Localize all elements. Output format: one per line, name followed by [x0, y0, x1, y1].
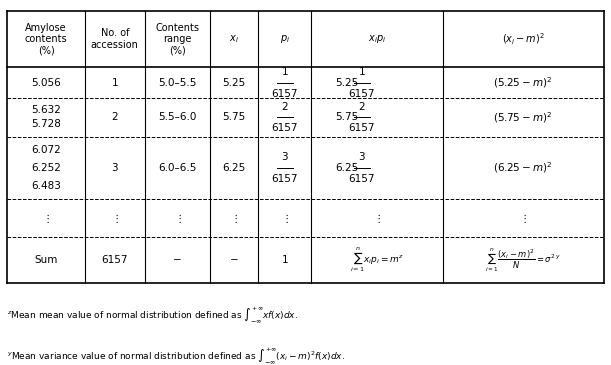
Text: $(x_i-m)^2$: $(x_i-m)^2$ [502, 31, 544, 47]
Text: Contents
range
(%): Contents range (%) [155, 23, 199, 56]
Text: 1: 1 [281, 255, 288, 265]
Text: 1: 1 [111, 78, 118, 88]
Text: 1: 1 [359, 67, 365, 77]
Text: −: − [230, 255, 238, 265]
Text: 6157: 6157 [271, 123, 298, 133]
Text: 2: 2 [359, 101, 365, 112]
Text: 6157: 6157 [271, 174, 298, 184]
Text: 6.25: 6.25 [222, 163, 246, 173]
Text: 5.25: 5.25 [335, 78, 359, 88]
Text: $\vdots$: $\vdots$ [111, 211, 119, 224]
Text: $\vdots$: $\vdots$ [42, 211, 50, 224]
Text: $(5.75-m)^2$: $(5.75-m)^2$ [494, 110, 553, 125]
Text: $\vdots$: $\vdots$ [519, 211, 527, 224]
Text: $\vdots$: $\vdots$ [230, 211, 238, 224]
Text: 6.0–6.5: 6.0–6.5 [158, 163, 197, 173]
Text: $\sum_{i=1}^{n}x_ip_i=m^z$: $\sum_{i=1}^{n}x_ip_i=m^z$ [350, 246, 404, 274]
Text: 1: 1 [281, 67, 288, 77]
Text: 5.728: 5.728 [31, 119, 61, 130]
Text: 6.072: 6.072 [31, 145, 61, 155]
Text: 3: 3 [281, 152, 288, 162]
Text: Amylose
contents
(%): Amylose contents (%) [25, 23, 68, 56]
Text: 5.25: 5.25 [222, 78, 246, 88]
Text: 5.75: 5.75 [222, 112, 246, 122]
Text: 6.25: 6.25 [335, 163, 359, 173]
Text: 5.75: 5.75 [335, 112, 359, 122]
Text: $p_i$: $p_i$ [280, 33, 290, 45]
Text: 6157: 6157 [101, 255, 128, 265]
Text: $\sum_{i=1}^{n}\dfrac{(x_i-m)^2}{N}=\sigma^{2\,y}$: $\sum_{i=1}^{n}\dfrac{(x_i-m)^2}{N}=\sig… [485, 246, 561, 274]
Text: 6157: 6157 [271, 89, 298, 99]
Text: $x_ip_i$: $x_ip_i$ [368, 33, 386, 45]
Text: 5.056: 5.056 [31, 78, 61, 88]
Text: $^z$Mean mean value of normal distribution defined as $\int_{-\infty}^{+\infty} : $^z$Mean mean value of normal distributi… [7, 304, 299, 324]
Text: 6157: 6157 [348, 123, 375, 133]
Text: No. of
accession: No. of accession [91, 28, 139, 50]
Text: $^y$Mean variance value of normal distribution defined as $\int_{-\infty}^{+\inf: $^y$Mean variance value of normal distri… [7, 346, 345, 365]
Text: $\vdots$: $\vdots$ [373, 211, 381, 224]
Text: 6.252: 6.252 [31, 163, 61, 173]
Text: 2: 2 [281, 101, 288, 112]
Text: 3: 3 [111, 163, 118, 173]
Text: Sum: Sum [35, 255, 58, 265]
Text: 6.483: 6.483 [31, 181, 61, 191]
Text: 6157: 6157 [348, 174, 375, 184]
Text: $x_i$: $x_i$ [229, 33, 239, 45]
Text: $\vdots$: $\vdots$ [174, 211, 181, 224]
Text: 5.5–6.0: 5.5–6.0 [158, 112, 197, 122]
Text: 6157: 6157 [348, 89, 375, 99]
Text: $(5.25-m)^2$: $(5.25-m)^2$ [493, 75, 553, 90]
Text: $(6.25-m)^2$: $(6.25-m)^2$ [493, 161, 553, 176]
Text: 5.0–5.5: 5.0–5.5 [158, 78, 197, 88]
Text: $\vdots$: $\vdots$ [281, 211, 288, 224]
Text: 2: 2 [111, 112, 118, 122]
Text: 5.632: 5.632 [31, 105, 61, 115]
Text: −: − [173, 255, 181, 265]
Text: 3: 3 [359, 152, 365, 162]
